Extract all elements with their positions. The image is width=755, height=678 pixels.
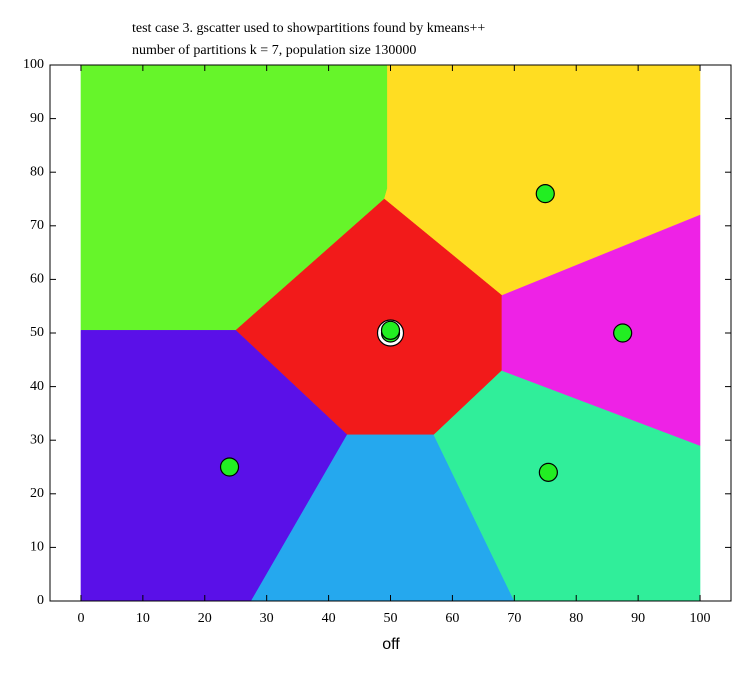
- x-tick-label: 0: [77, 611, 84, 626]
- partition-region: [501, 214, 701, 446]
- x-tick-label: 60: [445, 611, 459, 626]
- x-tick-label: 10: [136, 611, 150, 626]
- y-tick-label: 60: [30, 272, 44, 287]
- centroid-marker: [219, 457, 240, 477]
- x-tick-label: 90: [631, 611, 645, 626]
- y-tick-label: 0: [37, 593, 44, 608]
- centroid-marker: [380, 320, 401, 340]
- y-tick-label: 10: [30, 540, 44, 555]
- x-tick-label: 50: [384, 611, 398, 626]
- partition-region: [433, 370, 701, 602]
- x-tick-label: 40: [322, 611, 336, 626]
- x-tick-label: 20: [198, 611, 212, 626]
- centroid-marker: [538, 462, 558, 482]
- y-tick-label: 90: [30, 111, 44, 126]
- y-tick-label: 20: [30, 486, 44, 501]
- x-tick-label: 80: [569, 611, 583, 626]
- centroid-marker: [613, 323, 633, 343]
- x-tick-label: 70: [507, 611, 521, 626]
- y-tick-label: 70: [30, 218, 44, 233]
- y-tick-label: 30: [30, 432, 44, 447]
- x-tick-label: 100: [690, 611, 711, 626]
- y-tick-label: 50: [30, 325, 44, 340]
- y-tick-label: 100: [23, 57, 44, 72]
- centroid-marker: [535, 184, 555, 204]
- x-axis-label: off: [382, 636, 400, 653]
- y-tick-label: 40: [30, 379, 44, 394]
- chart-subtitle: number of partitions k = 7, population s…: [132, 43, 416, 58]
- chart-title: test case 3. gscatter used to showpartit…: [132, 21, 485, 36]
- y-tick-label: 80: [30, 164, 44, 179]
- x-tick-label: 30: [260, 611, 274, 626]
